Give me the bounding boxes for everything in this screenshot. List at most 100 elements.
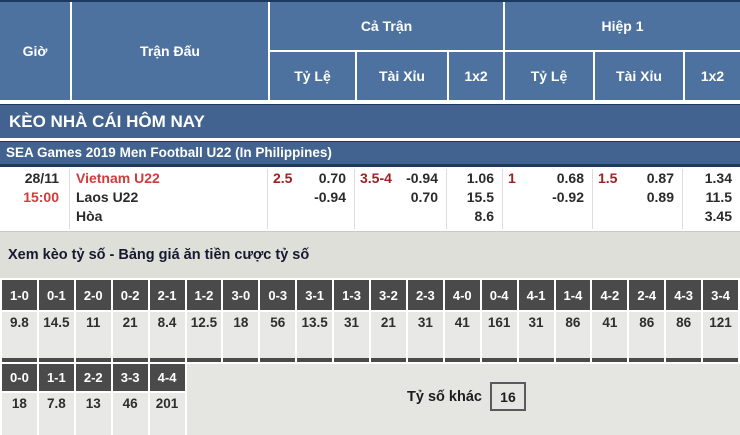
score-odds[interactable]: 9.8 — [2, 312, 37, 358]
half-1x2-away[interactable]: 11.5 — [705, 189, 732, 205]
league-title-bar[interactable]: SEA Games 2019 Men Football U22 (In Phil… — [0, 141, 740, 167]
score-label[interactable]: 1-2 — [186, 280, 222, 310]
divider-strip — [334, 358, 369, 362]
score-odds[interactable]: 31 — [334, 312, 369, 358]
score-label[interactable]: 3-3 — [112, 364, 148, 391]
score-label[interactable]: 3-2 — [371, 280, 406, 310]
score-odds[interactable]: 31 — [407, 312, 443, 358]
score-odds[interactable]: 41 — [444, 312, 480, 358]
score-odds[interactable]: 14.5 — [38, 312, 74, 358]
score-odds[interactable]: 12.5 — [186, 312, 222, 358]
score-label[interactable]: 0-0 — [2, 364, 37, 391]
full-handicap-away-odds[interactable]: -0.94 — [314, 189, 346, 205]
half-overunder-line[interactable]: 1.5 — [598, 170, 618, 186]
score-odds[interactable]: 86 — [666, 312, 702, 358]
score-odds[interactable]: 8.4 — [149, 312, 185, 358]
half-handicap-home-odds[interactable]: 0.68 — [556, 170, 584, 186]
score-label[interactable]: 0-2 — [112, 280, 148, 310]
other-score-label: Tỷ số khác — [407, 388, 482, 405]
score-label[interactable]: 3-1 — [297, 280, 333, 310]
score-label[interactable]: 0-4 — [481, 280, 517, 310]
score-label[interactable]: 2-0 — [75, 280, 111, 310]
score-odds[interactable]: 31 — [518, 312, 554, 358]
score-grid-row2: Tỷ số khác 16 0-0 1-1 2-2 3-3 4-4 18 7.8 13 46 2… — [0, 358, 740, 435]
match-teams-col: Vietnam U22 Laos U22 Hòa — [70, 169, 268, 229]
divider-strip — [186, 358, 222, 362]
score-section-title[interactable]: Xem kèo tỷ số - Bảng giá ăn tiền cược tỷ… — [0, 231, 740, 278]
score-label[interactable]: 4-4 — [149, 364, 185, 391]
full-1x2-away[interactable]: 15.5 — [466, 189, 494, 205]
full-handicap-line[interactable]: 2.5 — [273, 170, 293, 186]
score-odds[interactable]: 86 — [629, 312, 665, 358]
divider-strip — [38, 358, 74, 362]
away-team[interactable]: Laos U22 — [76, 189, 139, 205]
score-label[interactable]: 1-3 — [334, 280, 369, 310]
divider-strip — [629, 358, 665, 362]
score-label[interactable]: 2-3 — [407, 280, 443, 310]
other-score-odds-box[interactable]: 16 — [489, 382, 526, 411]
score-label[interactable]: 4-1 — [518, 280, 554, 310]
header-match: Trận Đấu — [72, 2, 268, 100]
score-label[interactable]: 1-4 — [555, 280, 591, 310]
score-label[interactable]: 3-4 — [703, 280, 738, 310]
score-odds[interactable]: 18 — [2, 393, 37, 435]
half-1x2-draw[interactable]: 3.45 — [704, 208, 732, 224]
score-odds[interactable]: 56 — [260, 312, 296, 358]
divider-strip — [703, 358, 738, 362]
half-handicap-away-odds[interactable]: -0.92 — [552, 189, 584, 205]
score-label[interactable]: 4-0 — [444, 280, 480, 310]
score-odds[interactable]: 21 — [371, 312, 406, 358]
full-over-odds[interactable]: -0.94 — [406, 170, 438, 186]
score-label[interactable]: 3-0 — [223, 280, 259, 310]
header-full-overunder: Tài Xỉu — [357, 52, 447, 100]
score-label[interactable]: 1-1 — [38, 364, 74, 391]
divider-strip — [481, 358, 517, 362]
score-grid-row2-headers: 0-0 1-1 2-2 3-3 4-4 — [0, 364, 740, 391]
score-odds[interactable]: 121 — [703, 312, 738, 358]
score-label[interactable]: 2-1 — [149, 280, 185, 310]
score-odds[interactable]: 18 — [223, 312, 259, 358]
header-half-handicap: Tỷ Lệ — [505, 52, 593, 100]
section-title-bar: KÈO NHÀ CÁI HÔM NAY — [0, 104, 740, 138]
score-odds[interactable]: 201 — [149, 393, 185, 435]
half-1x2-col: 1.34 11.5 3.45 — [683, 169, 740, 229]
score-label[interactable]: 4-3 — [666, 280, 702, 310]
score-label[interactable]: 1-0 — [2, 280, 37, 310]
score-odds[interactable]: 46 — [112, 393, 148, 435]
header-full-handicap: Tỷ Lệ — [270, 52, 355, 100]
divider-strip — [223, 358, 259, 362]
divider-strip — [2, 358, 37, 362]
score-grid-row1-odds: 9.8 14.5 11 21 8.4 12.5 18 56 13.5 31 21 31 41 161 31 8… — [0, 312, 740, 358]
divider-strip — [149, 358, 185, 362]
score-odds[interactable]: 41 — [592, 312, 628, 358]
score-odds[interactable]: 7.8 — [38, 393, 74, 435]
score-label[interactable]: 0-1 — [38, 280, 74, 310]
half-under-odds[interactable]: 0.89 — [646, 189, 674, 205]
score-odds[interactable]: 13 — [75, 393, 111, 435]
match-time: 15:00 — [23, 189, 59, 205]
home-team[interactable]: Vietnam U22 — [76, 170, 160, 186]
divider-strip — [555, 358, 591, 362]
score-odds[interactable]: 86 — [555, 312, 591, 358]
full-under-odds[interactable]: 0.70 — [410, 189, 438, 205]
score-odds[interactable]: 13.5 — [297, 312, 333, 358]
full-overunder-line[interactable]: 3.5-4 — [360, 170, 392, 186]
score-odds[interactable]: 161 — [481, 312, 517, 358]
score-label[interactable]: 2-4 — [629, 280, 665, 310]
full-overunder-col: 3.5-4 -0.94 0.70 — [355, 169, 447, 229]
half-handicap-line[interactable]: 1 — [508, 170, 516, 186]
match-time-col: 28/11 15:00 — [0, 169, 70, 229]
full-handicap-home-odds[interactable]: 0.70 — [318, 170, 346, 186]
match-date: 28/11 — [24, 170, 59, 186]
full-1x2-draw[interactable]: 8.6 — [474, 208, 494, 224]
score-odds[interactable]: 11 — [75, 312, 111, 358]
other-score-area: Tỷ số khác 16 — [187, 364, 740, 435]
half-over-odds[interactable]: 0.87 — [646, 170, 674, 186]
score-label[interactable]: 0-3 — [260, 280, 296, 310]
score-odds[interactable]: 21 — [112, 312, 148, 358]
full-1x2-home[interactable]: 1.06 — [466, 170, 494, 186]
score-label[interactable]: 2-2 — [75, 364, 111, 391]
half-1x2-home[interactable]: 1.34 — [704, 170, 732, 186]
divider-strip — [297, 358, 333, 362]
score-label[interactable]: 4-2 — [592, 280, 628, 310]
